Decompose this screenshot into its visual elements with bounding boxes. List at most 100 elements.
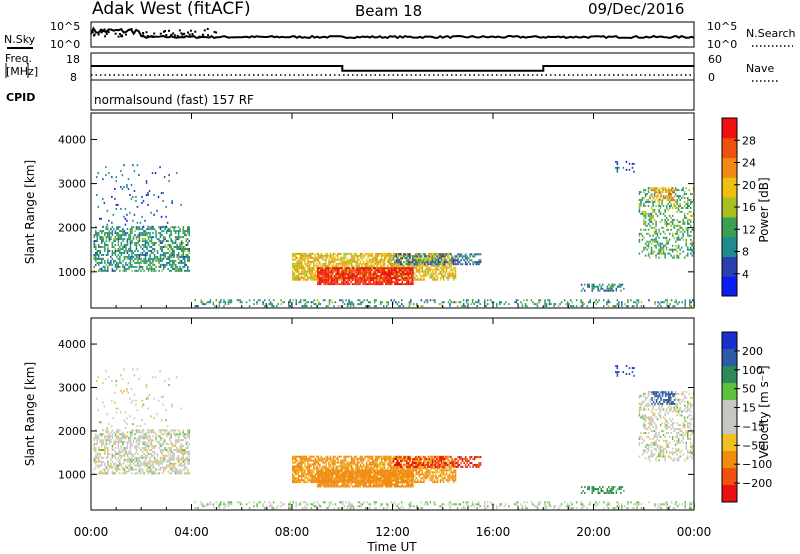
power-cell bbox=[117, 263, 120, 266]
power-cell bbox=[111, 254, 114, 256]
power-cell bbox=[393, 274, 395, 277]
power-cell bbox=[657, 305, 659, 308]
power-cell bbox=[147, 242, 150, 244]
power-cell bbox=[442, 263, 444, 266]
power-cell bbox=[126, 255, 129, 258]
power-cell bbox=[633, 170, 635, 173]
power-cell bbox=[129, 228, 132, 231]
velocity-cell bbox=[98, 435, 100, 438]
power-cell bbox=[355, 254, 357, 257]
power-cell bbox=[652, 222, 654, 225]
power-cell bbox=[107, 265, 109, 268]
power-cell bbox=[141, 267, 144, 270]
power-cell bbox=[691, 228, 693, 231]
power-cell bbox=[648, 299, 650, 302]
power-cell bbox=[119, 252, 121, 254]
power-cell bbox=[329, 278, 332, 281]
velocity-cell bbox=[159, 466, 162, 469]
power-cell bbox=[114, 232, 117, 235]
power-cell bbox=[649, 256, 651, 259]
power-cell bbox=[325, 260, 327, 263]
velocity-cell bbox=[184, 435, 186, 438]
power-cell bbox=[640, 201, 642, 203]
power-cell bbox=[114, 188, 116, 190]
power-cell bbox=[687, 218, 689, 221]
power-cell bbox=[347, 279, 349, 282]
power-cell bbox=[400, 267, 402, 270]
power-cell bbox=[410, 303, 412, 306]
noise-panel: N.Sky 10^5 10^0 10^5 10^0 N.Search bbox=[4, 20, 796, 51]
power-cell bbox=[407, 267, 410, 270]
power-cell bbox=[129, 230, 132, 233]
power-cell bbox=[641, 199, 644, 201]
power-cell bbox=[423, 262, 425, 265]
velocity-cell bbox=[162, 439, 165, 442]
power-cell bbox=[304, 305, 307, 308]
velocity-cell bbox=[93, 456, 95, 459]
power-cell bbox=[105, 232, 108, 235]
velocity-cell bbox=[116, 452, 118, 455]
power-cell bbox=[479, 259, 482, 262]
velocity-cell bbox=[159, 462, 162, 465]
power-cell bbox=[479, 261, 482, 264]
velocity-cell bbox=[307, 469, 309, 472]
power-cell bbox=[293, 266, 295, 269]
velocity-cell bbox=[158, 472, 160, 475]
power-cell bbox=[672, 189, 674, 192]
power-cell bbox=[473, 261, 476, 264]
power-cell bbox=[350, 260, 353, 263]
power-cell bbox=[312, 301, 314, 304]
power-cell bbox=[170, 226, 172, 229]
power-cell bbox=[679, 195, 681, 198]
power-cell bbox=[400, 263, 402, 266]
power-cell bbox=[690, 242, 692, 245]
velocity-cell bbox=[146, 437, 148, 440]
power-cell bbox=[330, 299, 332, 302]
velocity-cell bbox=[161, 456, 163, 459]
velocity-cell bbox=[302, 479, 305, 482]
velocity-cell bbox=[150, 472, 153, 475]
velocity-cell bbox=[170, 435, 172, 438]
power-cell bbox=[138, 263, 141, 266]
power-cell bbox=[332, 273, 334, 276]
power-cell bbox=[177, 232, 180, 235]
power-cell bbox=[380, 269, 382, 272]
power-cell bbox=[664, 222, 666, 225]
velocity-cell bbox=[143, 437, 145, 440]
power-cell bbox=[684, 301, 686, 304]
velocity-cell bbox=[108, 443, 111, 446]
power-cell bbox=[150, 242, 153, 244]
power-cell bbox=[362, 275, 364, 278]
velocity-cell bbox=[123, 447, 126, 449]
power-cell bbox=[473, 303, 475, 306]
power-cell bbox=[104, 259, 106, 262]
power-cell bbox=[442, 278, 445, 281]
power-cell bbox=[350, 252, 353, 255]
power-cell bbox=[156, 238, 159, 241]
power-cell bbox=[472, 263, 474, 266]
power-cell bbox=[299, 252, 301, 255]
power-cell bbox=[265, 305, 267, 308]
power-cell bbox=[649, 216, 651, 219]
velocity-cell bbox=[114, 468, 117, 471]
power-cell bbox=[340, 278, 342, 281]
power-cell bbox=[174, 232, 177, 235]
power-cell bbox=[439, 263, 441, 266]
power-cell bbox=[147, 228, 150, 231]
power-cell bbox=[176, 265, 178, 268]
power-cell bbox=[643, 222, 645, 225]
power-cell bbox=[126, 267, 129, 270]
power-cell bbox=[367, 272, 369, 275]
power-cell bbox=[263, 305, 266, 308]
power-cell bbox=[381, 267, 384, 270]
power-cell bbox=[396, 262, 398, 265]
power-cell bbox=[388, 275, 390, 278]
power-cell bbox=[453, 266, 455, 269]
power-cell bbox=[180, 246, 183, 248]
velocity-cell bbox=[114, 462, 117, 465]
power-cell bbox=[643, 218, 645, 221]
power-cell bbox=[150, 265, 153, 268]
velocity-cell bbox=[135, 460, 138, 463]
velocity-cell bbox=[179, 431, 181, 434]
power-cell bbox=[673, 199, 676, 202]
